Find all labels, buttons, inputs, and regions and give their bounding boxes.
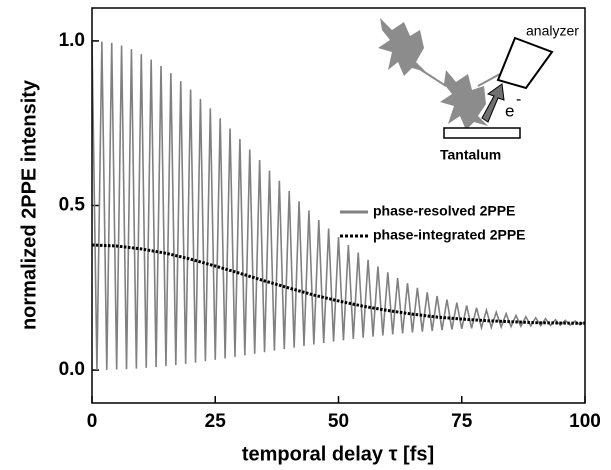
x-tick-label: 25 [205, 411, 227, 432]
y-axis-title: normalized 2PPE intensity [18, 79, 40, 330]
x-tick-label: 50 [328, 411, 349, 432]
x-tick-label: 100 [569, 411, 601, 432]
plot-frame [91, 7, 586, 404]
annotation: Tantalum [440, 147, 501, 163]
annotation: e [505, 101, 514, 120]
y-tick-label: 1.0 [59, 30, 85, 51]
y-tick-label: 0.5 [59, 195, 86, 216]
x-tick-label: 75 [451, 411, 473, 432]
pulse-arrow [411, 63, 447, 87]
y-tick-label: 0.0 [59, 359, 85, 380]
analyzer-shape [496, 36, 554, 90]
data-line [91, 40, 586, 371]
annotation: analyzer [526, 23, 579, 39]
sample [443, 127, 521, 139]
x-axis-title: temporal delay τ [fs] [242, 443, 434, 465]
data-line [91, 243, 586, 325]
legend-label: phase-integrated 2PPE [373, 227, 526, 243]
laser-pulse [440, 70, 488, 130]
inset-diagram: analyzer e - Tantalum [378, 18, 579, 163]
x-tick-label: 0 [87, 411, 98, 432]
legend-label: phase-resolved 2PPE [373, 203, 515, 219]
annotation: - [516, 91, 521, 108]
electron-arrow [481, 83, 505, 123]
pulse-arrow [477, 73, 501, 87]
laser-pulse [378, 18, 426, 76]
